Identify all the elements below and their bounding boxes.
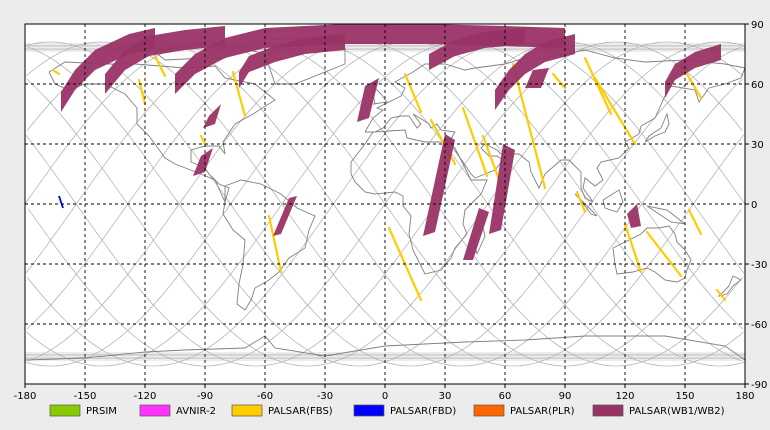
legend-swatch	[473, 404, 505, 417]
fbs-swath	[687, 208, 703, 236]
legend-swatch	[353, 404, 385, 417]
y-axis-ticks: 90 60 30 0 -30 -60 -90	[745, 20, 767, 391]
fbs-swath	[231, 70, 247, 118]
x-tick-label: -120	[134, 391, 157, 402]
fbs-swath	[51, 68, 61, 76]
wb-swath	[273, 196, 297, 236]
coastline	[644, 112, 670, 143]
wb-swath	[423, 134, 455, 236]
fbs-swath	[511, 62, 547, 190]
fbd-swath	[58, 195, 64, 209]
x-tick-label: -30	[317, 391, 333, 402]
x-tick-label: -90	[197, 391, 213, 402]
fbs-swath	[583, 56, 613, 116]
legend-label: PALSAR(FBS)	[268, 406, 333, 417]
wb-swath	[239, 34, 345, 88]
orbit-track	[27, 41, 745, 367]
orbit-track	[25, 41, 743, 367]
x-tick-label: -150	[74, 391, 97, 402]
fbs-swath	[575, 190, 587, 214]
legend-swatch	[139, 404, 171, 417]
wb-swath	[463, 208, 489, 260]
legend: PRSIM AVNIR-2 PALSAR(FBS) PALSAR(FBD) PALSAR…	[49, 404, 725, 417]
graticule	[25, 24, 745, 384]
y-tick-label: -30	[751, 260, 767, 271]
legend-swatch	[592, 404, 624, 417]
wb-swath	[627, 204, 641, 228]
orbit-track	[25, 41, 743, 367]
legend-swatch	[49, 404, 81, 417]
coastline	[350, 129, 488, 275]
wb-swath	[193, 148, 213, 176]
fbs-swath	[153, 54, 167, 78]
x-tick-label: 180	[735, 391, 754, 402]
x-tick-label: 30	[439, 391, 452, 402]
palsar-fbd-swaths	[58, 195, 64, 209]
x-tick-label: 0	[382, 391, 388, 402]
coastline	[717, 275, 742, 297]
fbs-swath	[267, 214, 283, 274]
x-tick-label: 150	[675, 391, 694, 402]
y-tick-label: -90	[751, 380, 767, 391]
orbit-track	[27, 41, 745, 367]
wb-swath	[495, 34, 575, 110]
x-tick-label: 120	[615, 391, 634, 402]
fbs-swath	[461, 106, 489, 178]
fbs-swath	[199, 134, 207, 146]
fbs-swath	[645, 230, 683, 278]
x-axis-ticks: -180 -150 -120 -90 -60 -30 0 30 60 90 120 150 180	[14, 384, 755, 402]
orbit-track	[27, 41, 745, 367]
orbit-track	[25, 41, 742, 367]
fbs-swath	[715, 288, 727, 302]
y-tick-label: 0	[751, 200, 757, 211]
legend-label: PALSAR(FBD)	[390, 406, 456, 417]
palsar-wb-swaths	[61, 24, 721, 260]
y-tick-label: -60	[751, 320, 767, 331]
x-tick-label: -60	[257, 391, 273, 402]
wb-swath	[105, 26, 225, 94]
fbs-swath	[551, 72, 567, 90]
fbs-swath	[593, 76, 637, 146]
wb-swath	[489, 144, 515, 234]
wb-swath	[203, 104, 221, 128]
coastline	[364, 49, 746, 203]
wb-swath	[429, 28, 525, 70]
y-tick-label: 60	[751, 80, 764, 91]
legend-swatch	[231, 404, 263, 417]
coastline	[48, 61, 276, 204]
coastline	[612, 225, 692, 283]
x-tick-label: 90	[559, 391, 572, 402]
legend-label: AVNIR-2	[176, 406, 216, 417]
x-tick-label: 60	[499, 391, 512, 402]
coastline	[602, 189, 624, 213]
legend-label: PALSAR(PLR)	[510, 406, 575, 417]
fbs-swath	[403, 72, 423, 114]
wb-swath	[525, 68, 549, 88]
legend-label: PALSAR(WB1/WB2)	[629, 406, 725, 417]
legend-label: PRSIM	[86, 406, 117, 417]
wb-swath	[665, 44, 721, 98]
y-tick-label: 30	[751, 140, 764, 151]
y-tick-label: 90	[751, 20, 764, 31]
x-tick-label: -180	[14, 391, 37, 402]
orbit-track	[28, 41, 746, 367]
wb-swath	[357, 78, 379, 122]
coastline	[646, 205, 687, 225]
